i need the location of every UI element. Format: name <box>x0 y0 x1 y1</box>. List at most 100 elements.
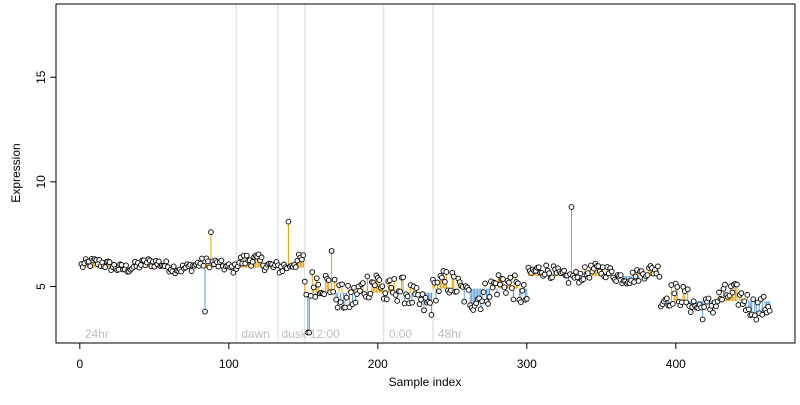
data-point-202 <box>379 283 386 290</box>
data-point-155 <box>309 269 316 275</box>
data-point-83 <box>202 308 208 315</box>
data-point-285 <box>503 290 509 296</box>
x-tick-label-4: 400 <box>666 357 686 371</box>
data-point-288 <box>507 274 514 281</box>
data-point-111 <box>243 252 250 259</box>
data-point-448 <box>745 306 752 313</box>
data-point-87 <box>208 229 214 235</box>
data-point-149 <box>300 252 307 259</box>
data-point-154 <box>307 292 314 299</box>
data-point-432 <box>722 281 728 288</box>
data-point-370 <box>629 269 636 276</box>
data-point-94 <box>218 257 225 264</box>
data-point-172 <box>334 304 341 311</box>
data-point-421 <box>705 295 712 302</box>
data-point-447 <box>744 292 751 298</box>
phase-label-5: 48hr <box>438 327 462 341</box>
data-point-287 <box>506 279 512 286</box>
data-point-227 <box>416 301 423 308</box>
data-point-352 <box>602 274 609 281</box>
data-point-335 <box>577 270 584 277</box>
data-point-240 <box>436 288 442 295</box>
data-point-252 <box>453 288 460 295</box>
data-point-225 <box>413 285 420 291</box>
data-point-242 <box>439 274 445 281</box>
data-point-418 <box>701 304 707 310</box>
data-point-257 <box>461 298 468 305</box>
data-point-158 <box>313 275 320 282</box>
data-point-230 <box>421 307 427 314</box>
data-point-16 <box>102 264 109 270</box>
data-point-279 <box>494 291 500 298</box>
data-point-189 <box>360 280 366 286</box>
phase-label-2: dusk <box>281 327 307 341</box>
data-point-290 <box>510 296 517 303</box>
data-point-374 <box>635 278 642 284</box>
data-point-329 <box>568 204 575 210</box>
x-axis: 0 100 200 300 400 <box>76 342 686 371</box>
data-point-458 <box>760 293 767 300</box>
data-point-451 <box>750 296 757 303</box>
data-point-397 <box>669 300 676 307</box>
data-point-163 <box>321 291 328 298</box>
data-point-159 <box>315 281 322 288</box>
data-point-214 <box>397 288 404 295</box>
data-point-312 <box>543 262 550 269</box>
data-point-210 <box>391 276 398 282</box>
data-point-407 <box>684 286 691 293</box>
data-point-356 <box>608 268 615 275</box>
x-tick-label-3: 300 <box>517 357 537 371</box>
data-point-229 <box>419 291 426 298</box>
data-point-197 <box>371 282 378 289</box>
data-point-406 <box>683 299 690 306</box>
data-point-387 <box>655 263 661 270</box>
data-point-289 <box>509 285 515 291</box>
data-point-457 <box>759 311 766 318</box>
data-point-307 <box>535 264 542 271</box>
data-point-273 <box>485 301 491 307</box>
data-point-178 <box>343 294 350 301</box>
data-point-222 <box>409 299 415 306</box>
data-point-244 <box>442 279 448 285</box>
data-point-239 <box>434 279 441 286</box>
data-point-211 <box>392 292 399 298</box>
data-point-245 <box>443 269 450 275</box>
data-point-417 <box>699 316 706 323</box>
phase-labels: 24hr dawn dusk 12:00 0:00 48hr <box>85 327 462 341</box>
data-point-30 <box>123 262 129 269</box>
data-point-170 <box>331 276 338 283</box>
data-point-270 <box>480 289 487 296</box>
data-point-212 <box>394 298 401 304</box>
data-point-284 <box>501 284 508 291</box>
data-point-168 <box>328 248 335 254</box>
data-point-297 <box>520 282 527 288</box>
data-point-400 <box>674 284 681 290</box>
data-point-437 <box>729 289 736 296</box>
data-point-316 <box>549 274 555 281</box>
data-point-135 <box>279 268 286 274</box>
data-point-443 <box>738 290 745 297</box>
y-tick-label-0: 5 <box>34 283 48 290</box>
x-tick-label-0: 0 <box>76 357 83 371</box>
y-axis: 5 10 15 <box>34 70 57 290</box>
data-point-424 <box>710 309 716 316</box>
data-point-231 <box>422 294 429 301</box>
data-point-338 <box>582 264 588 270</box>
data-point-57 <box>163 258 170 265</box>
data-point-184 <box>352 299 359 306</box>
phase-label-4: 0:00 <box>389 327 413 341</box>
data-point-6 <box>87 263 94 270</box>
data-point-441 <box>735 302 742 308</box>
data-point-398 <box>671 290 678 297</box>
data-point-205 <box>383 296 390 303</box>
data-point-428 <box>716 289 722 296</box>
data-point-86 <box>206 264 213 271</box>
y-tick-label-1: 10 <box>34 175 48 189</box>
data-point-156 <box>310 284 317 291</box>
data-point-453 <box>753 316 760 323</box>
data-point-393 <box>664 295 670 302</box>
data-point-260 <box>465 287 472 293</box>
y-tick-label-2: 15 <box>34 70 48 84</box>
data-point-430 <box>719 296 725 303</box>
